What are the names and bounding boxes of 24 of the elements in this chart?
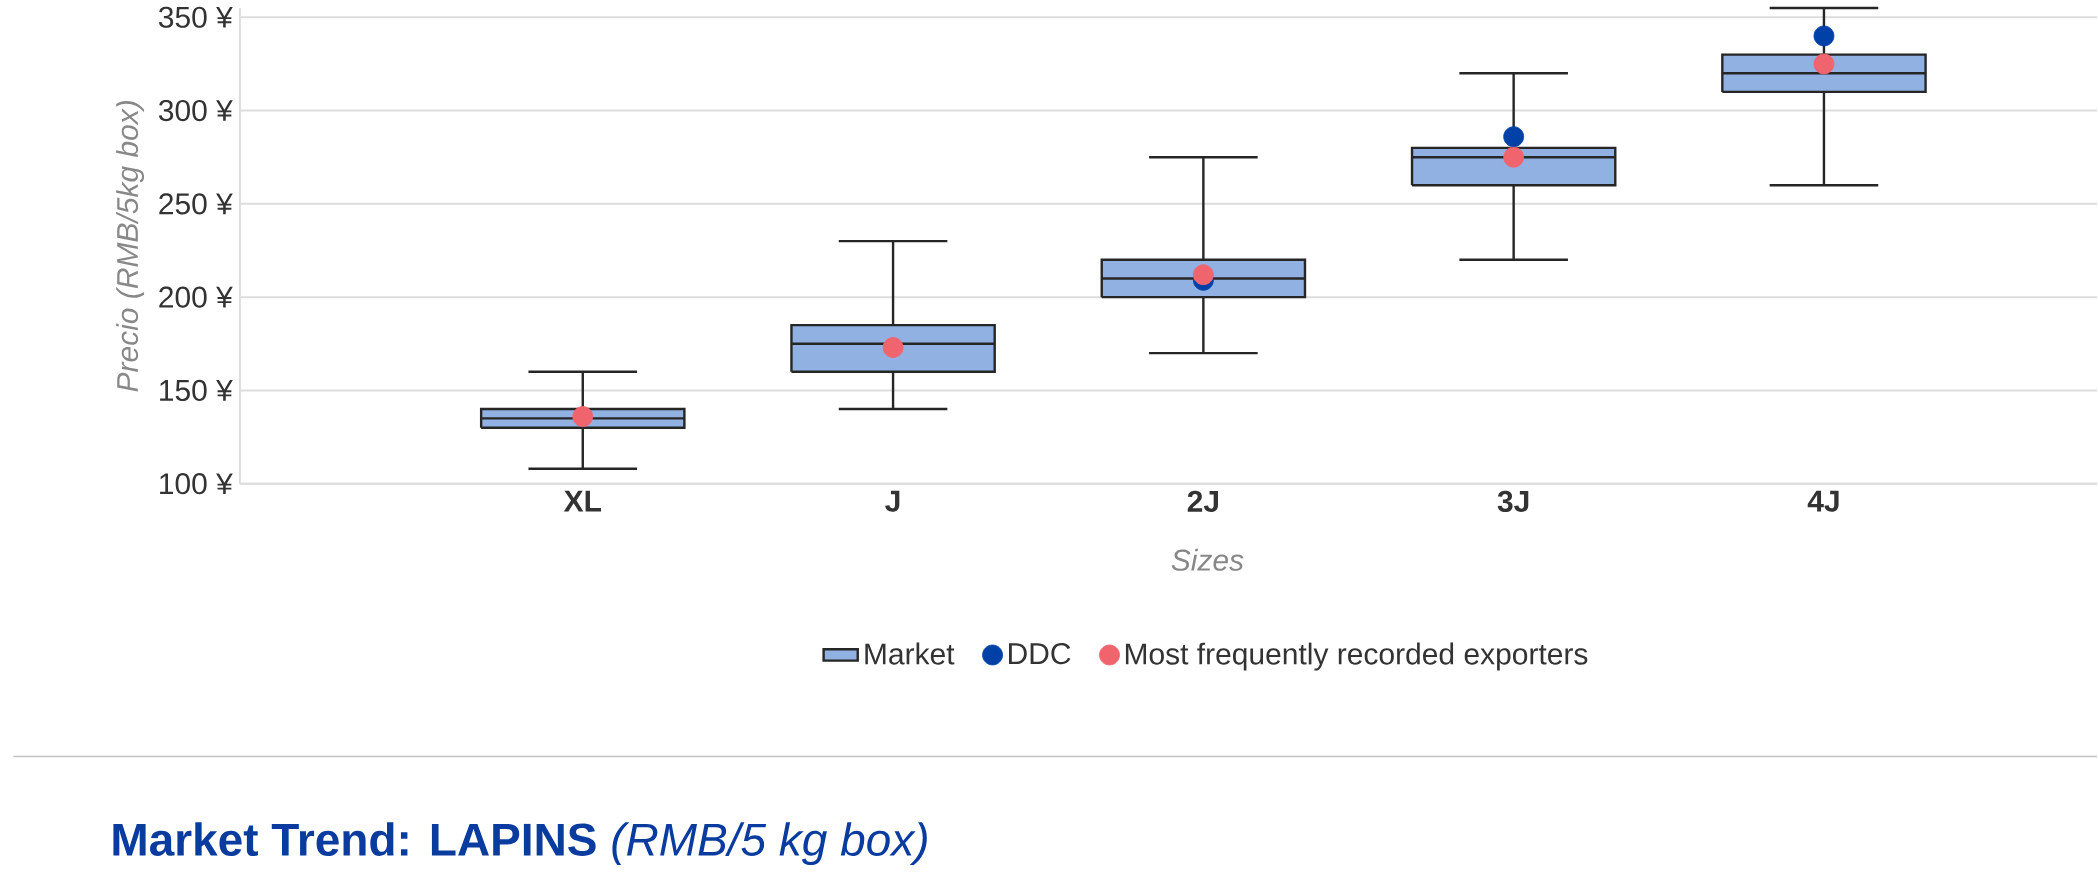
point [882,337,904,359]
point [1813,53,1835,75]
y-tick-label: 150 ¥ [160,380,233,402]
point [1813,25,1835,47]
point [1192,264,1214,286]
legend-label: Most frequently recorded exporters [1125,642,1588,671]
y-tick-label: 200 ¥ [159,286,233,308]
text: Market Trend: LAPINS (RMB/5 kg box) [113,822,927,866]
y-tick-label: 300 ¥ [158,100,233,122]
x-tick-label: 4J [1807,491,1839,512]
x-axis-title: Sizes [1171,549,1244,572]
x-tick-label: J [885,491,900,512]
legend-label: Market [865,642,955,665]
x-tick-label: 3J [1497,490,1529,513]
legend-label: DDC [1008,643,1071,665]
point [1503,126,1525,148]
y-tick-label: 350 ¥ [158,6,233,29]
point [1503,147,1525,168]
y-axis-title: Precio (RMB/5kg box) [116,101,145,392]
y-tick-label: 250 ¥ [159,193,233,215]
y-tick-label: 100 ¥ [160,473,233,495]
x-tick-label: 2J [1187,490,1218,513]
x-tick-label: XL [563,491,602,512]
point [572,406,594,428]
